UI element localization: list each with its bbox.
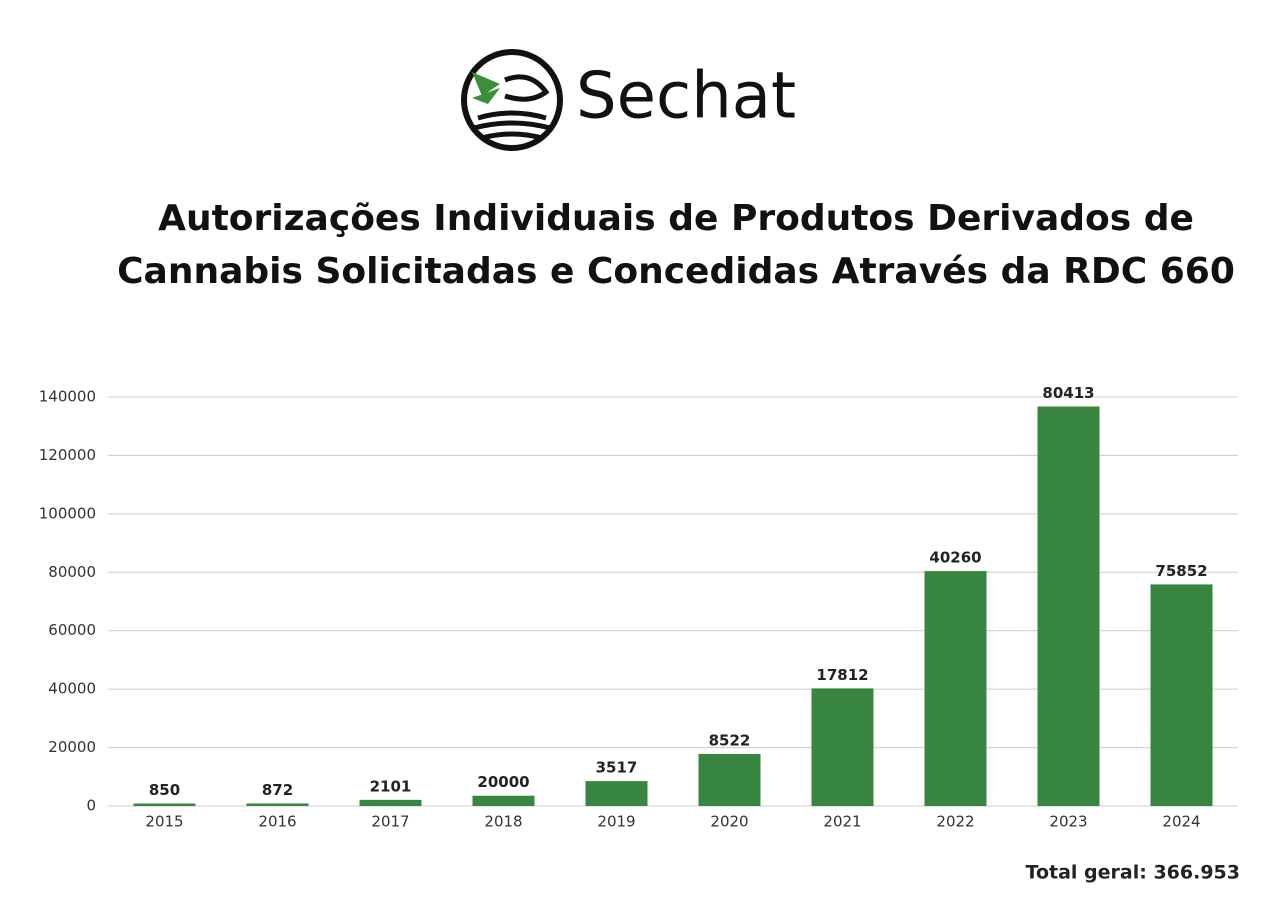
bar	[698, 753, 761, 806]
bar	[585, 781, 648, 806]
brand-name: Sechat	[576, 60, 796, 134]
y-tick-label: 100000	[39, 504, 96, 522]
y-tick-label: 20000	[48, 738, 96, 756]
y-tick-label: 40000	[48, 680, 96, 698]
chart-title: Autorizações Individuais de Produtos Der…	[158, 198, 1194, 239]
bar-label: 80413	[1042, 384, 1094, 402]
bar	[472, 795, 535, 806]
bar-label: 850	[149, 781, 180, 799]
y-tick-label: 80000	[48, 563, 96, 581]
bar-label: 17812	[816, 666, 868, 684]
y-tick-label: 60000	[48, 621, 96, 639]
bar-label: 8522	[709, 731, 751, 749]
bar-label: 75852	[1155, 562, 1207, 580]
bar-label: 872	[262, 781, 293, 799]
bar	[811, 688, 874, 806]
x-tick-label: 2021	[823, 813, 861, 831]
x-tick-label: 2024	[1162, 813, 1200, 831]
x-tick-label: 2016	[258, 813, 296, 831]
x-tick-label: 2018	[484, 813, 522, 831]
bar	[133, 803, 196, 806]
bar	[1037, 406, 1100, 806]
bar-label: 2101	[370, 777, 412, 795]
bar	[1150, 584, 1213, 806]
x-tick-label: 2023	[1049, 813, 1087, 831]
x-tick-label: 2020	[710, 813, 748, 831]
chart-title: Cannabis Solicitadas e Concedidas Atravé…	[117, 251, 1235, 292]
bar-label: 20000	[477, 773, 529, 791]
bar	[924, 571, 987, 806]
bar-label: 40260	[929, 549, 981, 567]
footer-total: Total geral: 366.953	[1026, 862, 1240, 884]
y-tick-label: 120000	[39, 446, 96, 464]
logo	[461, 49, 563, 151]
y-tick-label: 140000	[39, 388, 96, 406]
x-tick-label: 2017	[371, 813, 409, 831]
x-tick-label: 2019	[597, 813, 635, 831]
bar-label: 3517	[596, 759, 638, 777]
y-tick-label: 0	[86, 797, 96, 815]
x-tick-label: 2022	[936, 813, 974, 831]
bar	[359, 799, 422, 806]
x-tick-label: 2015	[145, 813, 183, 831]
bar	[246, 803, 309, 806]
